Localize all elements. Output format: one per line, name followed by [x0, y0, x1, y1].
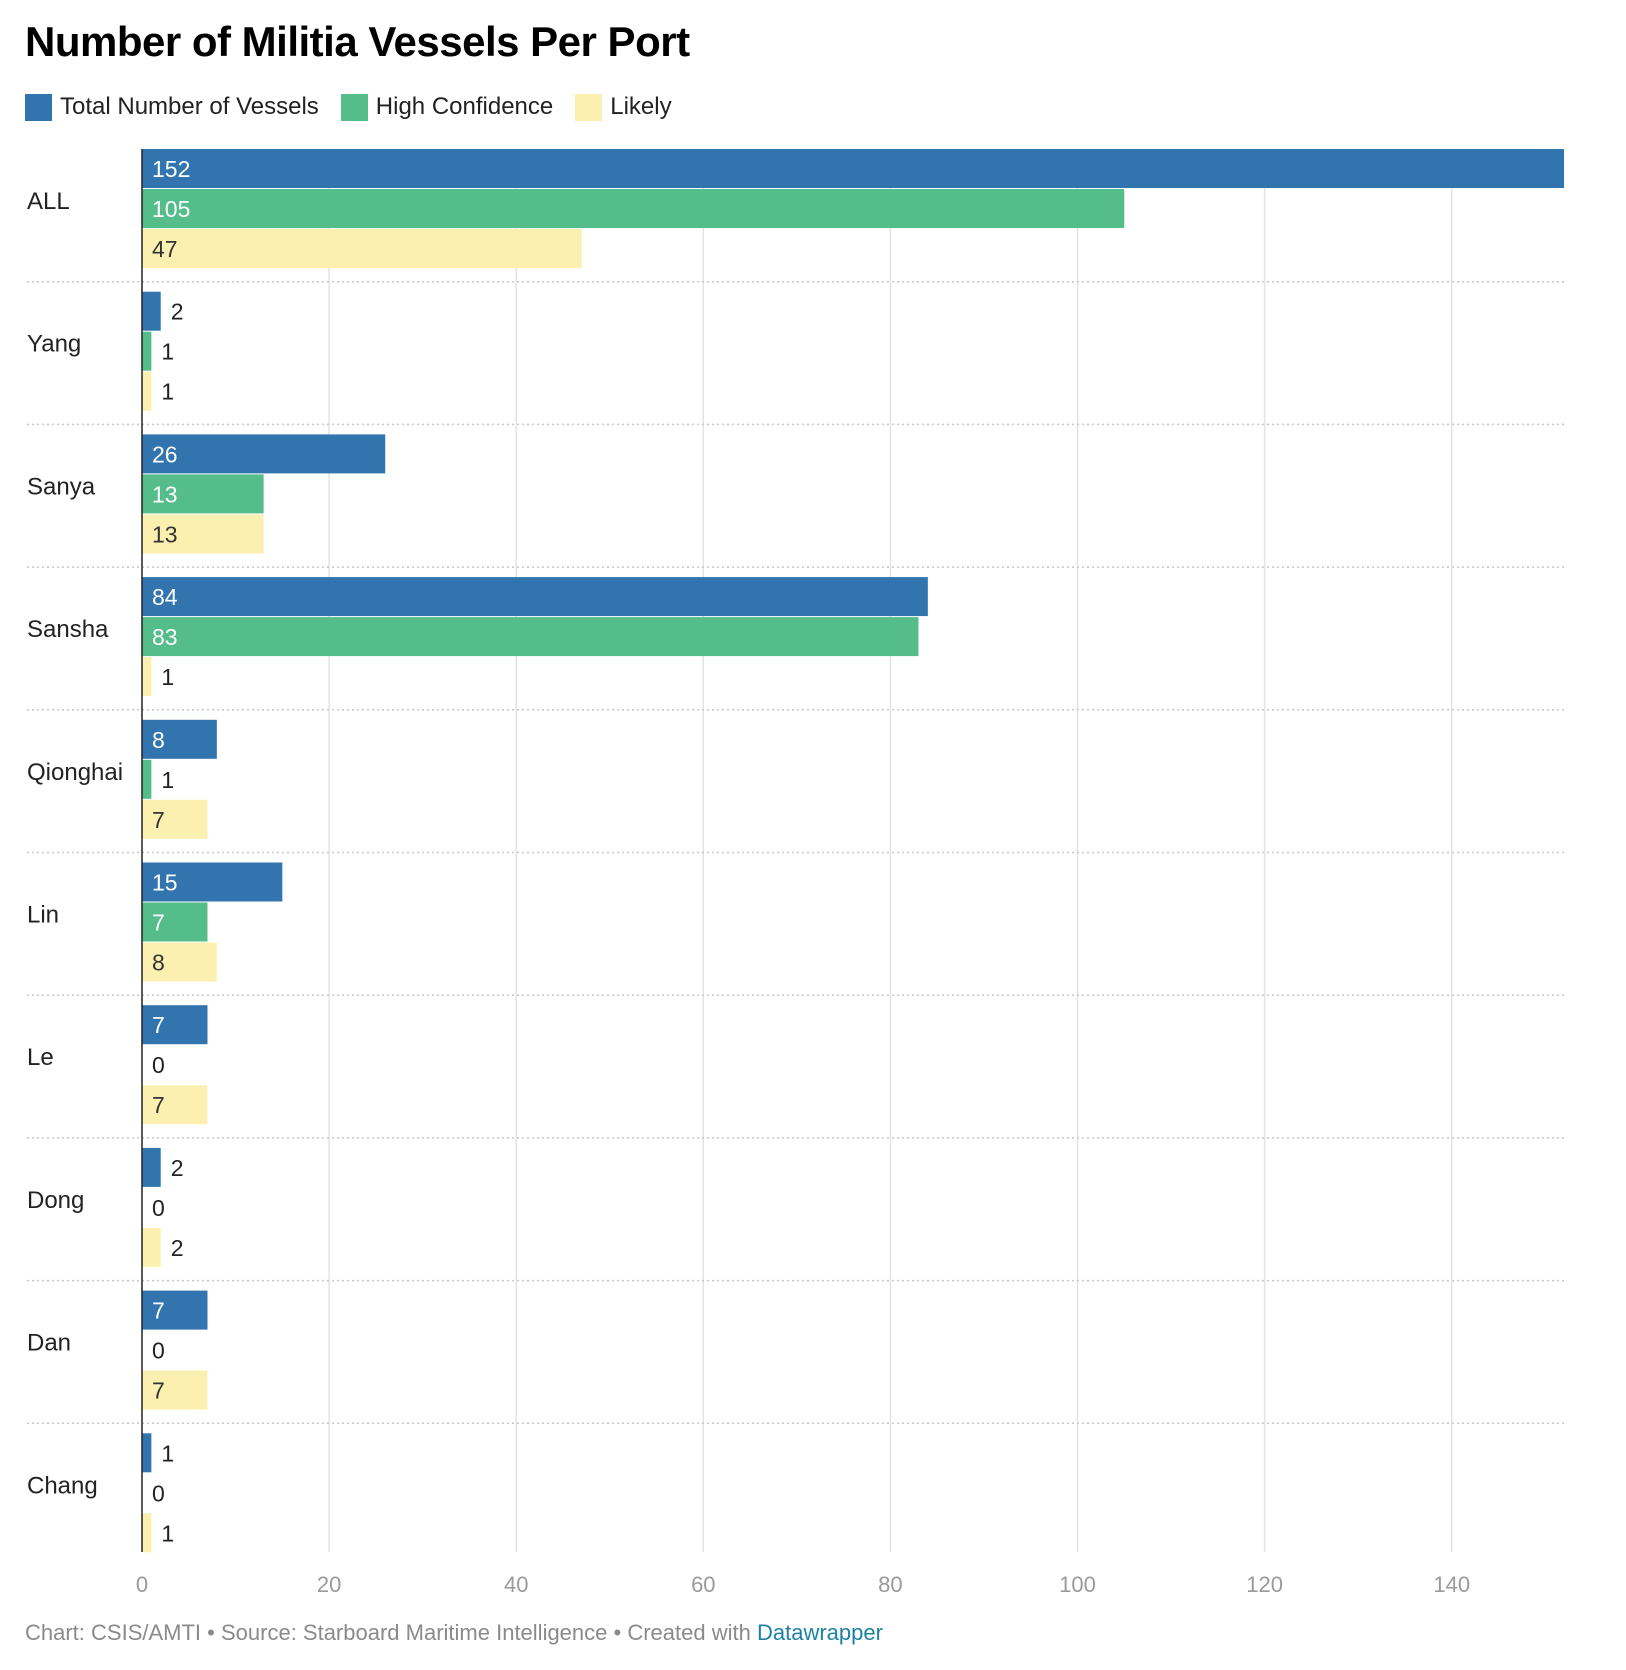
- category-label: Dan: [27, 1330, 71, 1357]
- bar: [142, 149, 1564, 188]
- bar: [142, 474, 264, 514]
- value-label: 0: [152, 1195, 165, 1221]
- category-label: Le: [27, 1044, 54, 1071]
- x-tick-label: 120: [1246, 1572, 1283, 1597]
- value-label: 2: [171, 1235, 184, 1261]
- value-label: 105: [152, 196, 190, 222]
- value-label: 7: [152, 807, 165, 833]
- value-label: 0: [152, 1338, 165, 1364]
- value-label: 152: [152, 156, 190, 182]
- bar: [142, 942, 217, 982]
- datawrapper-link[interactable]: Datawrapper: [756, 1620, 883, 1645]
- bar: [142, 759, 152, 799]
- bar: [142, 577, 928, 617]
- footer-source: Source: Starboard Maritime Intelligence: [220, 1620, 608, 1645]
- bar: [142, 1433, 152, 1473]
- x-tick-label: 80: [878, 1572, 902, 1597]
- bar: [142, 1290, 208, 1330]
- x-tick-label: 40: [504, 1572, 528, 1597]
- legend-label-high-confidence: High Confidence: [375, 93, 554, 120]
- value-label: 13: [152, 481, 178, 507]
- value-label: 83: [152, 624, 178, 650]
- bar: [142, 617, 919, 657]
- legend-item-high-confidence: High Confidence: [340, 93, 554, 121]
- value-label: 0: [152, 1052, 165, 1078]
- bar: [142, 291, 161, 331]
- x-tick-label: 140: [1433, 1572, 1470, 1597]
- bar: [142, 371, 152, 411]
- value-label: 7: [152, 1012, 165, 1038]
- value-label: 2: [171, 1155, 184, 1181]
- category-label: Qionghai: [27, 759, 123, 786]
- x-tick-label: 20: [317, 1572, 341, 1597]
- x-tick-label: 0: [136, 1572, 148, 1597]
- category-label: Lin: [27, 902, 59, 929]
- bar: [142, 189, 1125, 228]
- legend-swatch-high-confidence: [340, 93, 368, 121]
- bar: [142, 331, 152, 371]
- bar: [142, 799, 208, 839]
- bar: [142, 1227, 161, 1267]
- category-label: Yang: [27, 331, 81, 358]
- category-label: Sansha: [27, 616, 109, 643]
- category-label: ALL: [27, 188, 70, 215]
- value-label: 1: [161, 664, 174, 690]
- bar: [142, 1085, 208, 1125]
- legend-label-total: Total Number of Vessels: [60, 93, 319, 120]
- legend-swatch-likely: [575, 93, 603, 121]
- legend-swatch-total: [25, 93, 52, 121]
- value-label: 1: [161, 379, 174, 405]
- bar-chart: ALL15210547Yang211Sanya261313Sansha84831…: [27, 149, 1564, 1597]
- x-tick-label: 100: [1059, 1572, 1096, 1597]
- footer-separator: •: [201, 1620, 221, 1645]
- legend-item-total: Total Number of Vessels: [25, 93, 319, 121]
- value-label: 7: [152, 910, 165, 936]
- value-label: 8: [152, 727, 165, 753]
- bar: [142, 719, 217, 759]
- bar: [142, 862, 283, 902]
- bar: [142, 229, 582, 268]
- bar: [142, 1513, 152, 1553]
- category-label: Sanya: [27, 473, 96, 500]
- bar: [142, 657, 152, 697]
- legend-label-likely: Likely: [610, 93, 672, 120]
- value-label: 7: [152, 1298, 165, 1324]
- value-label: 26: [152, 441, 178, 467]
- category-label: Chang: [27, 1472, 98, 1499]
- value-label: 84: [152, 584, 178, 610]
- legend-item-likely: Likely: [575, 93, 672, 121]
- bar: [142, 514, 264, 554]
- value-label: 7: [152, 1092, 165, 1118]
- category-label: Dong: [27, 1187, 84, 1214]
- footer-created-with: Created with: [627, 1620, 751, 1645]
- value-label: 1: [161, 339, 174, 365]
- bar: [142, 1370, 208, 1410]
- value-label: 47: [152, 236, 178, 262]
- value-label: 13: [152, 521, 178, 547]
- value-label: 2: [171, 299, 184, 325]
- value-label: 1: [161, 1520, 174, 1546]
- chart-title: Number of Militia Vessels Per Port: [25, 18, 690, 65]
- footer-chart-credit: Chart: CSIS/AMTI: [25, 1620, 202, 1645]
- x-tick-label: 60: [691, 1572, 715, 1597]
- footer: Chart: CSIS/AMTI • Source: Starboard Mar…: [25, 1620, 883, 1646]
- value-label: 8: [152, 950, 165, 976]
- value-label: 15: [152, 870, 178, 896]
- value-label: 7: [152, 1378, 165, 1404]
- bar: [142, 1147, 161, 1187]
- value-label: 1: [161, 1440, 174, 1466]
- legend: Total Number of Vessels High Confidence …: [25, 93, 694, 121]
- value-label: 0: [152, 1480, 165, 1506]
- bar: [142, 902, 208, 942]
- bar: [142, 1005, 208, 1045]
- bar: [142, 434, 386, 474]
- footer-separator: •: [607, 1620, 628, 1645]
- value-label: 1: [161, 767, 174, 793]
